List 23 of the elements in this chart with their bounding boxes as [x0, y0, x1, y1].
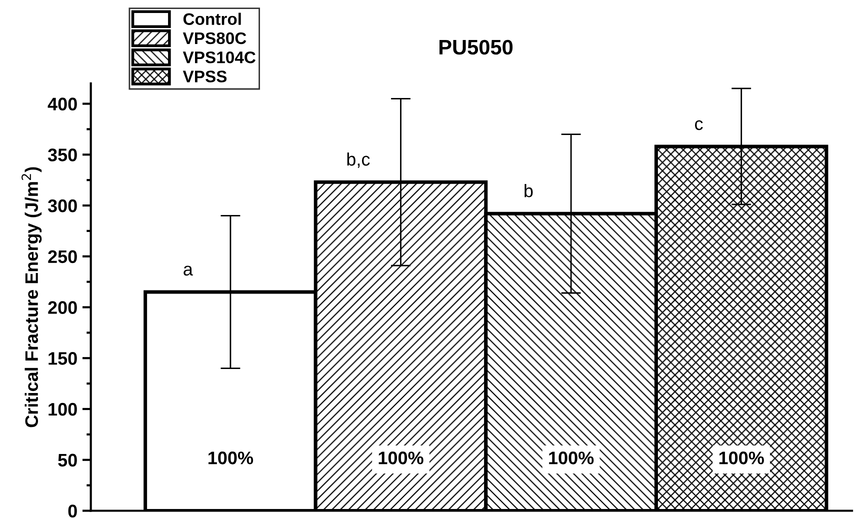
legend-label: Control	[183, 12, 241, 25]
annotation: 100%	[719, 452, 764, 464]
annotation: 100%	[208, 452, 254, 464]
annotation: c	[695, 120, 703, 130]
annotation: 100%	[378, 452, 424, 464]
y-tick-label: 0	[68, 504, 77, 518]
y-tick-label: 150	[48, 352, 77, 365]
y-axis-title: Critical Fracture Energy (J/m$^{2}$)	[22, 167, 42, 428]
y-tick-label: 400	[48, 98, 77, 110]
annotation: b	[524, 184, 533, 198]
legend-label: VPS104C	[182, 51, 256, 64]
legend-label: VPS80C	[182, 32, 246, 44]
y-tick-label: 200	[48, 301, 77, 314]
annotation: 100%	[549, 452, 594, 464]
y-tick-label: 100	[48, 402, 77, 416]
chart-title: PU5050	[440, 40, 513, 55]
y-tick-label: 350	[48, 148, 77, 162]
y-tick-label: 250	[48, 250, 77, 264]
legend-label: VPSS	[182, 70, 227, 82]
y-tick-label: 300	[48, 199, 77, 212]
annotation: b,c	[347, 152, 370, 168]
y-tick-label: 50	[58, 454, 77, 467]
annotation: a	[184, 266, 193, 276]
